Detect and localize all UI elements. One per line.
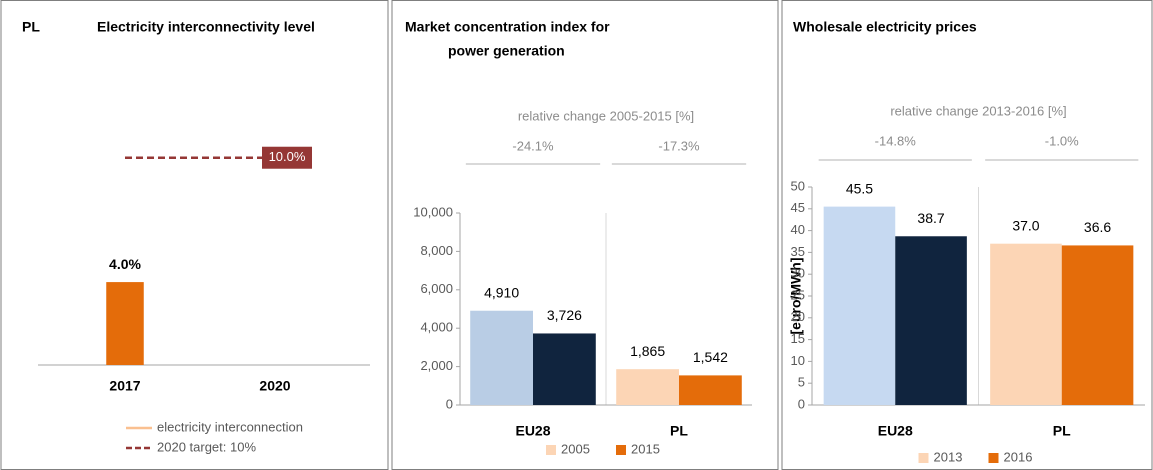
- legend-swatch: [616, 445, 626, 455]
- y-axis-label: [euro/MWh]: [788, 258, 804, 335]
- legend-label: 2016: [1004, 449, 1033, 464]
- y-tick-label: 25: [791, 287, 805, 302]
- chart-title: power generation: [448, 43, 565, 59]
- x-tick-label: EU28: [878, 423, 913, 439]
- legend-label: 2015: [631, 441, 660, 456]
- bar: [106, 282, 144, 365]
- y-tick-label: 35: [791, 244, 805, 259]
- value-label: 1,542: [693, 349, 728, 365]
- y-tick-label: 8,000: [420, 243, 453, 258]
- y-tick-label: 6,000: [420, 281, 453, 296]
- value-label: 1,865: [630, 343, 665, 359]
- y-tick-label: 4,000: [420, 320, 453, 335]
- change-label: -1.0%: [1045, 133, 1079, 148]
- panel-border: [0, 0, 389, 470]
- bar: [470, 310, 533, 405]
- legend-label: electricity interconnection: [157, 419, 303, 434]
- chart-title: Wholesale electricity prices: [793, 19, 977, 35]
- y-tick-label: 20: [791, 309, 805, 324]
- value-label: 45.5: [846, 180, 873, 196]
- change-label: -24.1%: [512, 138, 554, 153]
- y-tick-label: 50: [791, 178, 805, 193]
- x-tick-label: 2017: [109, 378, 140, 394]
- y-tick-label: 2,000: [420, 358, 453, 373]
- bar: [533, 333, 596, 405]
- y-tick-label: 15: [791, 331, 805, 346]
- legend-swatch: [546, 445, 556, 455]
- bar: [1061, 245, 1134, 405]
- value-label-box: [262, 146, 312, 169]
- bar: [895, 236, 967, 405]
- legend-swatch: [988, 453, 999, 463]
- x-tick-label: PL: [1053, 423, 1071, 439]
- legend-label: 2013: [934, 449, 963, 464]
- y-tick-label: 40: [791, 222, 805, 237]
- y-tick-label: 10,000: [413, 204, 453, 219]
- value-label: 37.0: [1012, 217, 1039, 233]
- bar: [823, 206, 896, 405]
- chart-title: Market concentration index for: [405, 19, 610, 35]
- y-tick-label: 10: [791, 353, 805, 368]
- x-tick-label: PL: [670, 423, 688, 439]
- subtitle: relative change 2013-2016 [%]: [890, 103, 1066, 118]
- legend-label: 2020 target: 10%: [157, 439, 256, 454]
- value-label: 4.0%: [109, 256, 141, 272]
- value-label: 3,726: [547, 307, 582, 323]
- y-tick-label: 0: [798, 396, 805, 411]
- bar: [616, 369, 679, 405]
- y-tick-label: 0: [446, 396, 453, 411]
- y-tick-label: 30: [791, 266, 805, 281]
- country-label: PL: [22, 19, 40, 35]
- legend-swatch: [918, 453, 929, 463]
- x-tick-label: 2020: [259, 378, 290, 394]
- value-label: 10.0%: [269, 149, 306, 164]
- chart-title: Electricity interconnectivity level: [97, 19, 315, 35]
- legend-label: 2005: [561, 441, 590, 456]
- y-tick-label: 5: [798, 375, 805, 390]
- subtitle: relative change 2005-2015 [%]: [518, 108, 694, 123]
- y-tick-label: 45: [791, 200, 805, 215]
- value-label: 36.6: [1084, 219, 1111, 235]
- value-label: 38.7: [917, 210, 944, 226]
- x-tick-label: EU28: [515, 423, 550, 439]
- bar: [679, 375, 742, 405]
- bar: [990, 243, 1062, 405]
- change-label: -14.8%: [875, 133, 917, 148]
- change-label: -17.3%: [658, 138, 700, 153]
- value-label: 4,910: [484, 284, 519, 300]
